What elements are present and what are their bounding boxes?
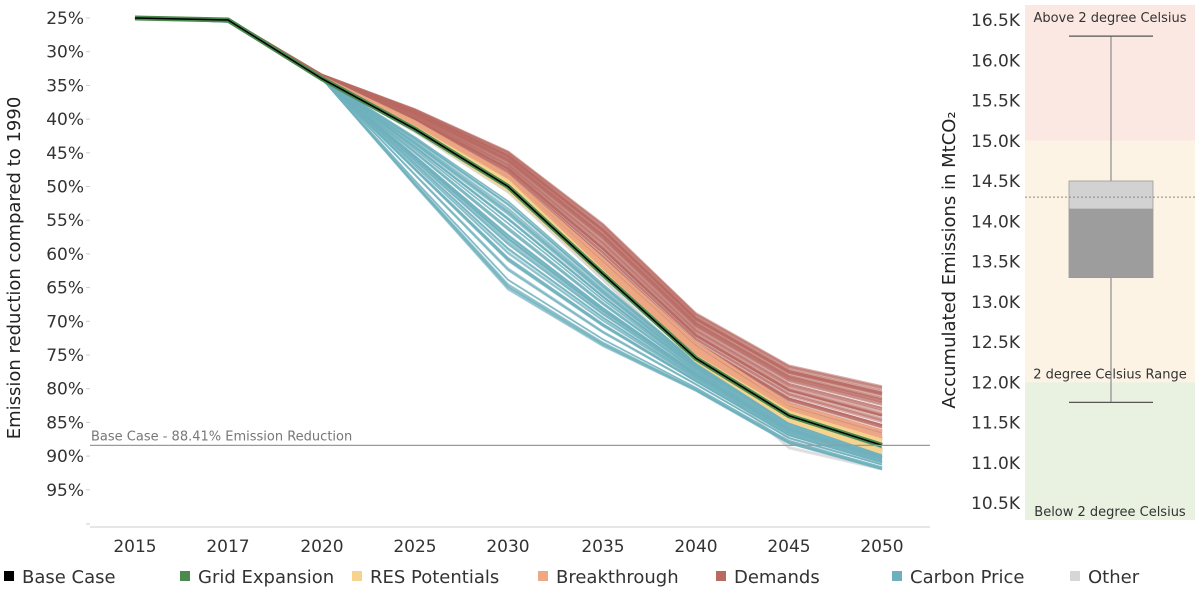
y-tick-label: 25% [46, 9, 84, 29]
y-tick-label-right: 11.5K [971, 414, 1021, 434]
y-tick-label: 85% [46, 413, 84, 433]
y-tick-label-right: 14.5K [971, 172, 1021, 192]
legend: Base Case Grid Expansion RES Potentials Bre… [4, 567, 1140, 588]
y-tick-label-right: 13.0K [971, 293, 1021, 313]
zone-0 [1025, 5, 1195, 141]
y-tick-label: 55% [46, 211, 84, 231]
x-tick-label: 2035 [581, 537, 624, 557]
legend-swatch-breakthrough [538, 571, 548, 581]
box-upper-half [1068, 180, 1154, 210]
y-tick-label-right: 16.0K [971, 51, 1021, 71]
legend-label-grid-expansion: Grid Expansion [198, 567, 334, 588]
y-tick-label-right: 12.0K [971, 373, 1021, 393]
y-tick-label: 95% [46, 481, 84, 501]
x-tick-label: 2017 [206, 537, 249, 557]
box-plot [1025, 35, 1195, 403]
y-axis-left-ticks: 25% 30% 35% 40% 45% 50% 55% 60% 65% 70% 75% 80% 85% 9… [46, 9, 90, 525]
zone-label-above: Above 2 degree Celsius [1033, 11, 1186, 26]
y-tick-label-right: 14.0K [971, 212, 1021, 232]
x-axis-ticks: 2015 2017 2020 2025 2030 2035 2040 2045 2050 [90, 526, 930, 557]
zone-label-range: 2 degree Celsius Range [1033, 367, 1187, 382]
legend-swatch-carbon-price [892, 571, 902, 581]
y-tick-label: 40% [46, 110, 84, 130]
y-tick-label-right: 15.5K [971, 92, 1021, 112]
box-plot-panel: Above 2 degree Celsius 2 degree Celsius R… [939, 5, 1195, 520]
legend-swatch-demands [716, 571, 726, 581]
y-axis-right-title: Accumulated Emissions in MtCO₂ [939, 111, 960, 408]
legend-swatch-other [1070, 571, 1080, 581]
legend-swatch-base-case [4, 571, 14, 581]
y-tick-label: 70% [46, 312, 84, 332]
zone-2 [1025, 382, 1195, 520]
legend-label-other: Other [1088, 567, 1140, 588]
y-tick-label: 50% [46, 178, 84, 198]
x-tick-label: 2050 [860, 537, 903, 557]
legend-label-breakthrough: Breakthrough [556, 567, 679, 588]
x-tick-label: 2020 [300, 537, 343, 557]
y-tick-label: 35% [46, 76, 84, 96]
y-tick-label: 75% [46, 346, 84, 366]
y-axis-left-title: Emission reduction compared to 1990 [4, 97, 25, 440]
y-axis-right-ticks: 10.5K 11.0K 11.5K 12.0K 12.5K 13.0K 13.5K 14.0K… [971, 11, 1021, 514]
y-tick-label-right: 10.5K [971, 494, 1021, 514]
scenario-line-base-case [134, 17, 883, 447]
line-chart-panel: 25% 30% 35% 40% 45% 50% 55% 60% 65% 70% 75% 80% 85% 9… [4, 9, 930, 557]
x-tick-label: 2030 [486, 537, 529, 557]
scenario-lines [134, 15, 883, 471]
legend-label-res-potentials: RES Potentials [370, 567, 499, 588]
y-tick-label: 80% [46, 380, 84, 400]
x-tick-label: 2015 [113, 537, 156, 557]
x-tick-label: 2045 [767, 537, 810, 557]
y-tick-label-right: 11.0K [971, 454, 1021, 474]
y-tick-label: 30% [46, 43, 84, 63]
legend-swatch-grid-expansion [180, 571, 190, 581]
x-tick-label: 2025 [393, 537, 436, 557]
zone-label-below: Below 2 degree Celsius [1034, 505, 1186, 520]
y-tick-label: 90% [46, 447, 84, 467]
legend-swatch-res-potentials [352, 571, 362, 581]
legend-label-base-case: Base Case [22, 567, 116, 588]
scenario-line-demands [134, 17, 883, 389]
y-tick-label: 60% [46, 245, 84, 265]
y-tick-label-right: 13.5K [971, 253, 1021, 273]
y-tick-label-right: 12.5K [971, 333, 1021, 353]
reference-line-label: Base Case - 88.41% Emission Reduction [91, 429, 352, 444]
legend-label-carbon-price: Carbon Price [910, 567, 1024, 588]
legend-label-demands: Demands [734, 567, 820, 588]
x-tick-label: 2040 [674, 537, 717, 557]
y-tick-label: 45% [46, 144, 84, 164]
y-tick-label: 65% [46, 279, 84, 299]
y-tick-label-right: 16.5K [971, 11, 1021, 31]
y-tick-label-right: 15.0K [971, 132, 1021, 152]
box-lower-half [1068, 208, 1154, 279]
